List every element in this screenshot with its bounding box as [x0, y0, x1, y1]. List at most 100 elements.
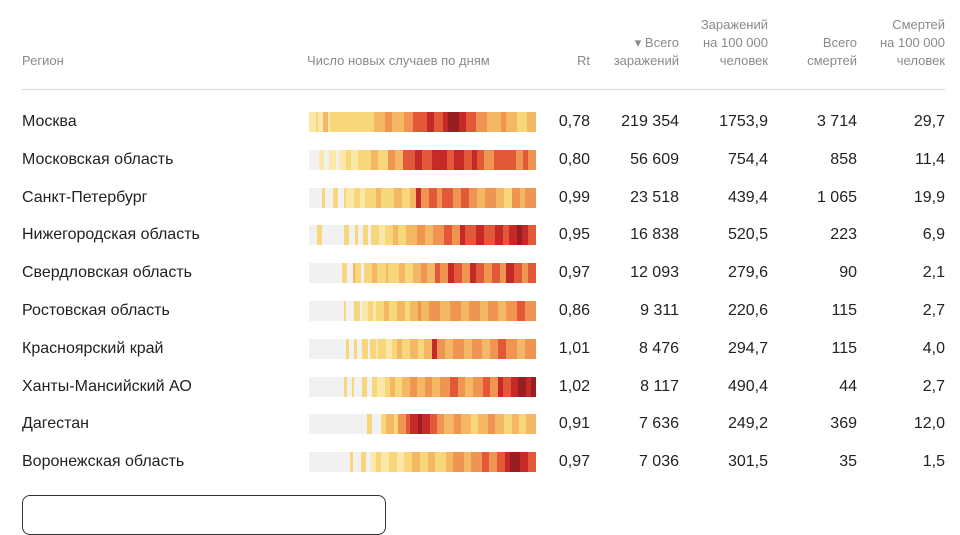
heatmap-segment: [309, 225, 318, 246]
col-header-rt[interactable]: Rt: [577, 53, 590, 68]
region-name[interactable]: Санкт-Петербург: [22, 188, 148, 206]
heatmap-segment: [309, 414, 367, 435]
heatmap-segment: [436, 338, 445, 359]
daily-cases-heatmap: [309, 225, 536, 246]
heatmap-segment: [470, 414, 478, 435]
table-row[interactable]: Московская область 0,80 56 609 754,4 858 11,4: [0, 149, 960, 188]
total-cases-value: 7 636: [638, 415, 679, 433]
heatmap-segment: [393, 414, 399, 435]
heatmap-segment: [404, 301, 411, 321]
cases-per-100k-value: 249,2: [727, 415, 768, 433]
heatmap-segment: [453, 452, 464, 473]
col-header-cases-per-100k[interactable]: Заражений на 100 000 человек: [680, 16, 768, 70]
heatmap-segment: [404, 452, 413, 473]
heatmap-segment: [375, 187, 381, 208]
heatmap-segment: [405, 414, 411, 435]
heatmap-segment: [322, 112, 328, 132]
table-row[interactable]: Ханты-Мансийский АО 1,02 8 117 490,4 44 2,7: [0, 376, 960, 415]
col-header-region[interactable]: Регион: [22, 53, 64, 68]
heatmap-segment: [484, 225, 496, 246]
heatmap-segment: [453, 414, 462, 435]
table-row[interactable]: Ростовская область 0,86 9 311 220,6 115 2,7: [0, 301, 960, 339]
deaths-per-100k-value: 4,0: [922, 339, 945, 357]
col-header-total-cases[interactable]: ▾ Всего заражений: [590, 34, 679, 70]
heatmap-segment: [460, 225, 466, 246]
heatmap-segment: [421, 263, 427, 284]
heatmap-segment: [492, 263, 501, 284]
heatmap-segment: [468, 187, 477, 208]
region-name[interactable]: Свердловская область: [22, 264, 192, 282]
heatmap-segment: [368, 225, 372, 246]
heatmap-segment: [381, 414, 387, 435]
region-name[interactable]: Ростовская область: [22, 302, 170, 319]
heatmap-segment: [484, 263, 493, 284]
col-header-cases-per-100k-line1: Заражений: [700, 17, 768, 32]
heatmap-segment: [427, 452, 436, 473]
heatmap-segment: [463, 338, 472, 359]
heatmap-segment: [346, 376, 352, 397]
heatmap-segment: [351, 376, 355, 397]
heatmap-segment: [422, 414, 430, 435]
table-row[interactable]: Дагестан 0,91 7 636 249,2 369 12,0: [0, 414, 960, 452]
show-more-button[interactable]: [22, 495, 386, 535]
table-row[interactable]: Красноярский край 1,01 8 476 294,7 115 4,0: [0, 338, 960, 377]
heatmap-segment: [464, 149, 472, 170]
deaths-per-100k-value: 12,0: [913, 415, 945, 433]
heatmap-segment: [350, 149, 359, 170]
col-header-deaths-per-100k[interactable]: Смертей на 100 000 человек: [860, 16, 945, 70]
heatmap-segment: [371, 376, 378, 397]
heatmap-segment: [373, 112, 386, 132]
heatmap-segment: [410, 301, 419, 321]
total-deaths-value: 115: [831, 302, 857, 319]
heatmap-segment: [506, 301, 517, 321]
heatmap-segment: [383, 301, 389, 321]
col-header-deaths-per-100k-line3: человек: [896, 53, 945, 68]
cases-per-100k-value: 490,4: [727, 377, 768, 395]
heatmap-segment: [429, 414, 437, 435]
region-name[interactable]: Ханты-Мансийский АО: [22, 377, 192, 395]
heatmap-segment: [359, 187, 365, 208]
heatmap-segment: [501, 112, 506, 132]
heatmap-segment: [352, 263, 356, 284]
col-header-total-deaths[interactable]: Всего смертей: [780, 34, 857, 70]
table-row[interactable]: Нижегородская область 0,95 16 838 520,5 223 6…: [0, 225, 960, 263]
heatmap-segment: [514, 263, 523, 284]
heatmap-segment: [410, 414, 418, 435]
heatmap-segment: [524, 187, 536, 208]
heatmap-segment: [328, 149, 337, 170]
region-name[interactable]: Нижегородская область: [22, 226, 200, 244]
total-cases-value: 56 609: [630, 150, 679, 168]
heatmap-segment: [354, 301, 360, 321]
heatmap-segment: [375, 301, 384, 321]
region-name[interactable]: Воронежская область: [22, 453, 185, 471]
table-row[interactable]: Воронежская область 0,97 7 036 301,5 35 1,5: [0, 452, 960, 490]
total-deaths-value: 90: [839, 264, 857, 282]
heatmap-segment: [527, 263, 536, 284]
heatmap-segment: [465, 376, 473, 397]
heatmap-segment: [462, 263, 471, 284]
region-name[interactable]: Москва: [22, 113, 77, 130]
table-row[interactable]: Свердловская область 0,97 12 093 279,6 90 2,1: [0, 263, 960, 301]
heatmap-segment: [333, 187, 339, 208]
table-row[interactable]: Санкт-Петербург 0,99 23 518 439,4 1 065 19,9: [0, 187, 960, 226]
heatmap-segment: [497, 376, 504, 397]
heatmap-segment: [452, 338, 464, 359]
table-row[interactable]: Москва 0,78 219 354 1753,9 3 714 29,7: [0, 112, 960, 150]
region-name[interactable]: Московская область: [22, 150, 174, 168]
heatmap-segment: [343, 187, 347, 208]
heatmap-segment: [500, 263, 506, 284]
heatmap-segment: [350, 452, 353, 473]
heatmap-segment: [398, 225, 407, 246]
heatmap-segment: [528, 452, 536, 473]
heatmap-segment: [476, 225, 485, 246]
heatmap-segment: [505, 263, 515, 284]
heatmap-segment: [506, 338, 517, 359]
heatmap-segment: [450, 376, 458, 397]
region-name[interactable]: Дагестан: [22, 415, 89, 433]
region-name[interactable]: Красноярский край: [22, 339, 164, 357]
heatmap-segment: [322, 187, 325, 208]
heatmap-segment: [309, 452, 351, 473]
heatmap-segment: [450, 301, 461, 321]
heatmap-segment: [447, 112, 460, 132]
daily-cases-heatmap: [309, 452, 536, 473]
